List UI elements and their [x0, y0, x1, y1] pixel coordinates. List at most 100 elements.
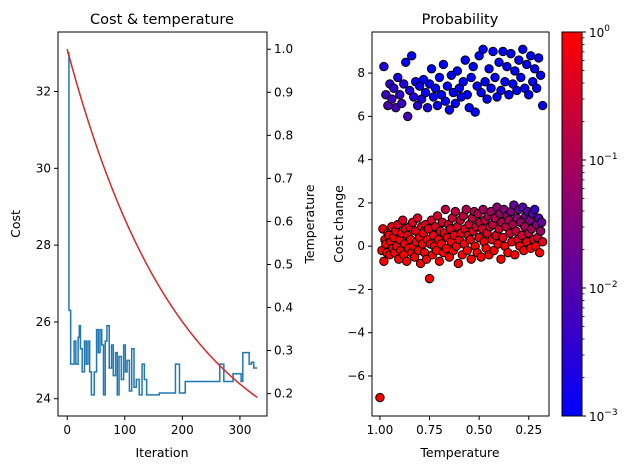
- scatter-point: [406, 51, 417, 61]
- scatter-point: [398, 215, 408, 225]
- scatter-point: [452, 66, 463, 76]
- chart-b-y-ticks: −6 −4 −2 0 2 4 6 8: [347, 66, 372, 383]
- scatter-point: [537, 100, 548, 111]
- chart-a-x-tick-label: 0: [63, 423, 71, 437]
- scatter-point: [470, 107, 480, 117]
- scatter-point: [486, 83, 496, 93]
- colorbar-ticks: 10−3 10−2 10−1 100: [582, 24, 618, 424]
- scatter-point: [395, 90, 405, 100]
- chart-a-cost-tick-label: 24: [36, 392, 51, 406]
- scatter-point: [450, 206, 461, 217]
- chart-b-y-tick-label: 4: [357, 153, 365, 167]
- chart-b-y-tick-label: −4: [347, 326, 365, 340]
- scatter-point: [393, 72, 403, 83]
- scatter-point: [484, 64, 494, 74]
- colorbar-frame: [561, 31, 583, 417]
- scatter-point: [412, 213, 423, 223]
- scatter-point: [420, 87, 431, 98]
- chart-a-temperature-tick-label: 0.8: [274, 128, 293, 142]
- scatter-point: [466, 254, 476, 264]
- scatter-point: [440, 96, 451, 106]
- chart-b-x-label: Temperature: [419, 445, 499, 460]
- scatter-point: [432, 100, 443, 111]
- chart-a-cost-tick-label: 32: [36, 85, 51, 99]
- scatter-point: [496, 85, 506, 96]
- scatter-point: [450, 98, 461, 109]
- scatter-point: [444, 105, 455, 115]
- chart-a-cost-tick-label: 30: [36, 161, 51, 175]
- scatter-point: [537, 237, 548, 247]
- chart-a-cost-label: Cost: [8, 210, 23, 238]
- chart-a-cost-tick-label: 28: [36, 238, 51, 252]
- scatter-point: [458, 77, 468, 87]
- chart-b-y-tick-label: −6: [347, 369, 365, 383]
- scatter-point: [488, 46, 498, 57]
- chart-a-cost-tick-label: 26: [36, 315, 51, 329]
- scatter-point: [510, 250, 520, 260]
- chart-b-y-tick-label: 6: [357, 109, 365, 123]
- scatter-point: [434, 72, 445, 83]
- scatter-point: [397, 98, 407, 109]
- scatter-point: [502, 61, 512, 72]
- chart-a-temperature-tick-label: 0.4: [274, 301, 293, 315]
- scatter-point: [530, 204, 540, 215]
- scatter-point: [402, 256, 412, 267]
- scatter-point: [401, 57, 411, 67]
- scatter-point: [524, 90, 534, 100]
- chart-b-y-tick-label: 8: [357, 66, 365, 80]
- scatter-point: [428, 92, 439, 102]
- chart-b-y-tick-label: 0: [357, 239, 365, 253]
- scatter-point: [476, 252, 486, 262]
- chart-a-temperature-tick-label: 0.5: [274, 257, 293, 271]
- scatter-point: [535, 70, 546, 80]
- scatter-point: [498, 46, 508, 57]
- chart-b-points: [375, 44, 548, 403]
- chart-a-temperature-tick-label: 0.3: [274, 344, 293, 358]
- scatter-point: [490, 72, 500, 83]
- scatter-point: [518, 44, 528, 55]
- colorbar-gradient: [562, 32, 582, 416]
- scatter-point: [476, 87, 486, 98]
- scatter-point: [399, 79, 409, 89]
- chart-a-x-tick-label: 300: [228, 423, 251, 437]
- chart-b-y-tick-label: 2: [357, 196, 365, 210]
- colorbar-tick-label: 10−1: [589, 152, 618, 168]
- scatter-point: [465, 234, 475, 245]
- scatter-point: [500, 77, 510, 87]
- chart-b-x-tick-label: 0.75: [416, 423, 443, 437]
- chart-b-y-tick-label: −2: [347, 282, 365, 296]
- scatter-point: [442, 81, 453, 91]
- scatter-point: [462, 245, 472, 256]
- scatter-point: [516, 72, 526, 83]
- scatter-point: [430, 83, 441, 93]
- scatter-point: [434, 256, 445, 267]
- scatter-point: [408, 92, 419, 102]
- chart-a-temperature-tick-label: 0.9: [274, 85, 293, 99]
- cost-temperature-chart: Cost & temperature 0 100 200 300 24 26 28 30 32…: [8, 12, 317, 460]
- chart-b-title: Probability: [422, 12, 499, 28]
- colorbar: 10−3 10−2 10−1 100: [561, 24, 618, 424]
- chart-a-cost-ticks: 24 26 28 30 32: [36, 85, 58, 406]
- chart-b-x-ticks: 1.00 0.75 0.50 0.25: [367, 416, 542, 437]
- scatter-point: [461, 204, 471, 215]
- probability-chart: Probability 1.00 0.75 0.50 0.25 −6 −4 −2 0 2 4 6 8…: [331, 12, 618, 460]
- scatter-point: [453, 258, 464, 269]
- scatter-point: [522, 59, 532, 70]
- scatter-point: [482, 94, 492, 104]
- colorbar-tick-label: 10−2: [589, 280, 618, 296]
- scatter-point: [494, 57, 504, 67]
- chart-a-temperature-tick-label: 0.6: [274, 214, 293, 228]
- scatter-point: [534, 247, 545, 258]
- scatter-point: [432, 211, 443, 221]
- chart-a-temperature-tick-label: 1.0: [274, 42, 293, 56]
- scatter-point: [535, 226, 546, 236]
- scatter-point: [533, 53, 544, 63]
- scatter-point: [496, 254, 506, 264]
- scatter-point: [389, 83, 399, 93]
- scatter-point: [460, 55, 470, 65]
- chart-b-frame: [371, 31, 550, 417]
- scatter-point: [532, 83, 542, 93]
- scatter-point: [506, 48, 516, 59]
- chart-a-frame: [57, 31, 268, 417]
